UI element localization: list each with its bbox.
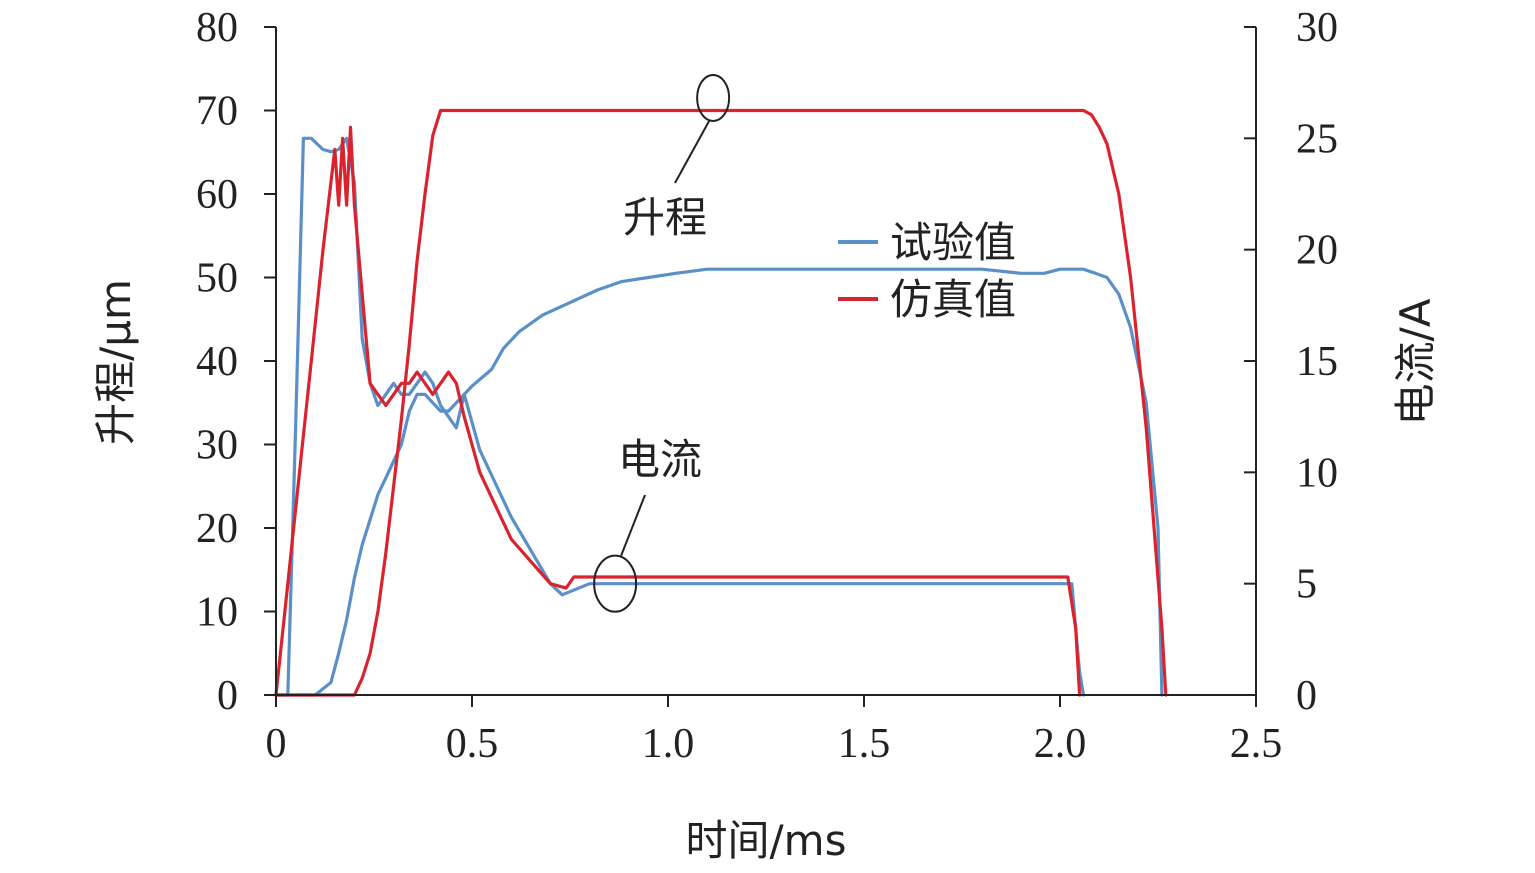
y-left-tick-label: 40	[196, 339, 238, 385]
y-right-axis-title: 电流/A	[1391, 298, 1440, 425]
annotation-lift-circle	[696, 73, 731, 122]
y-right-tick-label: 30	[1296, 5, 1338, 51]
y-right-tick-label: 20	[1296, 228, 1338, 274]
y-right-tick-label: 15	[1296, 339, 1338, 385]
y-right-tick-label: 10	[1296, 450, 1338, 496]
x-tick-label: 1.0	[642, 721, 695, 767]
ticks: 0 0.5 1.0 1.5 2.0 2.5 0 10 20 30 40 50 60 70 80 0 5 10 15 2…	[196, 5, 1338, 767]
x-tick-label: 2.0	[1034, 721, 1087, 767]
y-right-tick-label: 5	[1296, 562, 1317, 608]
annotation-lift-label: 升程	[623, 193, 707, 242]
y-left-tick-label: 0	[217, 673, 238, 719]
axes	[275, 27, 1257, 696]
y-left-tick-label: 80	[196, 5, 238, 51]
annotation-lift-leader	[674, 120, 710, 184]
y-left-tick-label: 60	[196, 172, 238, 218]
y-left-tick-label: 50	[196, 256, 238, 302]
y-left-tick-label: 70	[196, 89, 238, 135]
x-tick-label: 1.5	[838, 721, 891, 767]
x-tick-label: 0	[266, 721, 287, 767]
legend-label-0: 试验值	[890, 218, 1016, 267]
y-left-tick-label: 10	[196, 590, 238, 636]
x-tick-label: 2.5	[1230, 721, 1283, 767]
annotation-current-leader	[620, 494, 646, 557]
x-tick-label: 0.5	[446, 721, 499, 767]
y-left-axis-title: 升程/μm	[91, 279, 140, 445]
x-axis-title: 时间/ms	[686, 816, 847, 865]
y-right-tick-label: 0	[1296, 673, 1317, 719]
annotation-current-label: 电流	[618, 435, 702, 484]
series-line-lift-0	[274, 267, 1164, 697]
series-line-lift-2	[274, 108, 1168, 697]
y-left-tick-label: 30	[196, 423, 238, 469]
annotation-current-circle	[593, 554, 638, 613]
y-right-tick-label: 25	[1296, 116, 1338, 162]
series-line-current-3	[274, 125, 1082, 697]
y-left-tick-label: 20	[196, 506, 238, 552]
legend-label-1: 仿真值	[890, 275, 1016, 324]
plot-lines	[274, 108, 1168, 697]
